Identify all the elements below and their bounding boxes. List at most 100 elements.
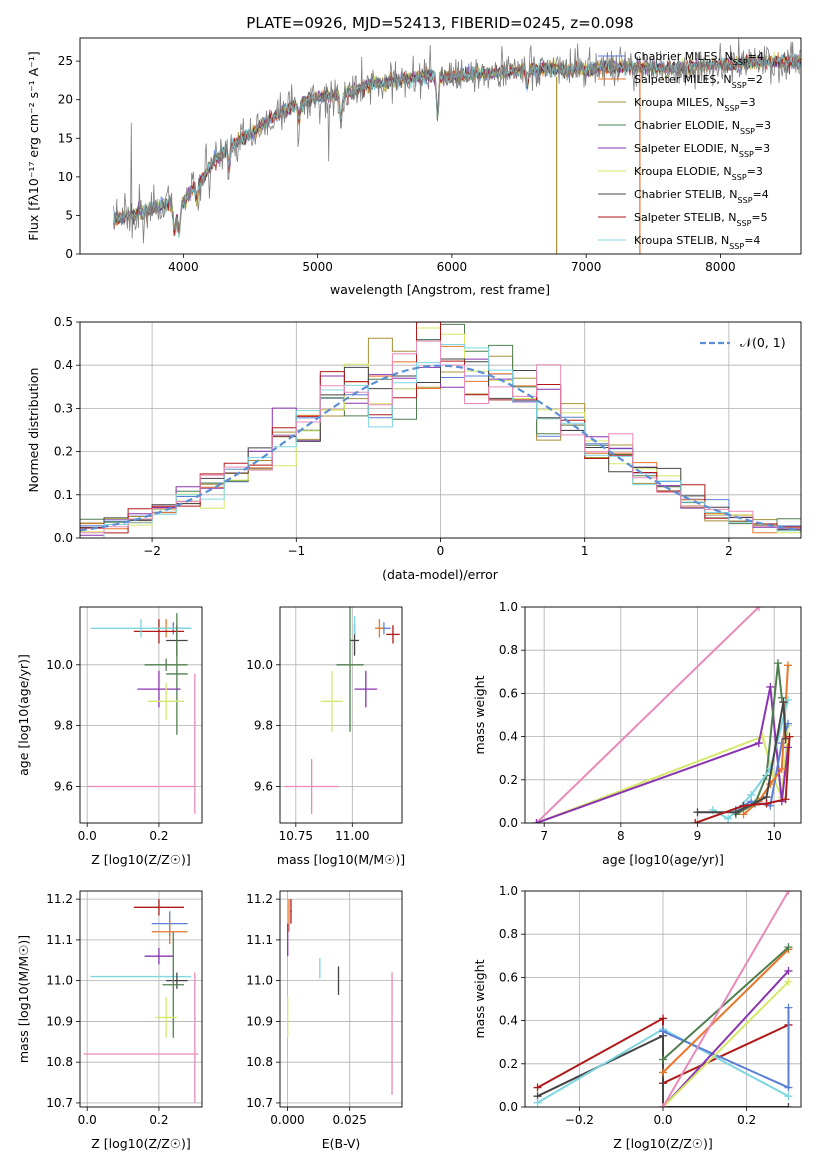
y-tick-label: 11.1 [246,933,273,947]
plus-marker [533,1098,542,1107]
y-tick-label: 0.6 [499,686,518,700]
mass-vs-z-errorbars [83,899,199,1103]
x-tick-label: 5000 [302,260,333,274]
plus-marker [784,977,793,986]
plus-marker [774,659,782,668]
plus-marker [754,607,763,611]
x-tick-label: 0.2 [149,829,168,843]
observed-spectrum-line [113,38,801,244]
age-vs-z-panel: 0.0 0.2 9.6 9.8 10.0 Z [log10(Z/Z☉)] age [lo… [16,606,203,867]
x-tick-label: 10.75 [279,829,313,843]
y-tick-label: 11.0 [46,974,73,988]
x-tick-label: 8000 [705,260,736,274]
legend-label: Chabrier STELIB, NSSP=4 [634,188,769,205]
plus-marker [783,661,792,670]
spectrum-ticks: 4000 5000 6000 7000 8000 0 5 10 15 20 25 [58,54,736,274]
legend-subscript: SSP [738,196,753,205]
massweight-vs-age-panel: 7 8 9 10 0.0 0.2 0.4 0.6 0.8 1.0 age [log10(age/y… [472,600,802,867]
age-vs-mass-xlabel: mass [log10(M/M☉)] [277,852,405,867]
x-tick-label: 8 [617,829,625,843]
massweight-line [662,980,790,1107]
normal-curve [80,364,801,532]
age-vs-mass-grid [280,607,402,823]
x-tick-label: 0.2 [149,1113,168,1127]
legend-label: Salpeter STELIB, NSSP=5 [634,211,768,228]
legend-subscript: SSP [740,127,755,136]
massweight-vs-age-ticks: 7 8 9 10 0.0 0.2 0.4 0.6 0.8 1.0 [499,600,782,843]
y-tick-label: 0.0 [499,816,518,830]
y-tick-label: 0.5 [54,315,73,329]
y-tick-label: 0.4 [54,358,73,372]
plus-marker [691,819,700,823]
spectrum-xlabel: wavelength [Angstrom, rest frame] [330,282,550,297]
plus-marker [724,814,733,823]
mass-vs-ebv-errorbars [287,899,393,1095]
massweight-vs-z-lines [533,891,793,1107]
x-tick-label: 0.025 [333,1113,367,1127]
massweight-vs-age-ylabel: mass weight [472,675,487,754]
y-tick-label: 0.0 [499,1100,518,1114]
x-tick-label: 0.0 [78,1113,97,1127]
x-tick-label: −2 [143,544,161,558]
mass-vs-ebv-panel: 0.000 0.025 10.7 10.8 10.9 11.0 11.1 11.2 E(B-V… [246,890,403,1151]
massweight-vs-z-panel: −0.2 0.0 0.2 0.0 0.2 0.4 0.6 0.8 1.0 Z [log10(Z/… [472,884,802,1151]
plus-marker [766,780,775,789]
x-tick-label: 1 [581,544,589,558]
y-tick-label: 9.8 [54,719,73,733]
plus-marker [784,966,793,975]
spectrum-ylabel: Flux [fλ10⁻¹⁷ erg cm⁻² s⁻¹ A⁻¹] [26,51,41,240]
plus-marker [784,1092,793,1101]
plus-marker [785,732,794,741]
massweight-vs-age-frame [524,606,802,824]
y-tick-label: 10 [58,170,73,184]
age-vs-mass-frame [279,606,403,824]
age-vs-z-grid [80,607,202,823]
x-tick-label: −1 [287,544,305,558]
plus-marker [731,808,740,817]
mass-vs-z-panel: 0.0 0.2 10.7 10.8 10.9 11.0 11.1 11.2 Z [log10(… [16,890,203,1151]
legend-label: Chabrier MILES, NSSP=4 [634,50,764,67]
age-vs-mass-errorbars [284,607,400,814]
massweight-vs-z-ylabel: mass weight [472,959,487,1038]
massweight-line [662,891,790,1107]
mass-vs-z-xlabel: Z [log10(Z/Z☉)] [91,1136,191,1151]
plus-marker [777,765,786,773]
y-tick-label: 0.0 [54,531,73,545]
x-tick-label: −0.2 [565,1113,594,1127]
y-tick-label: 0.6 [499,970,518,984]
massweight-line [662,946,790,1061]
age-vs-z-ylabel: age [log10(age/yr)] [16,654,31,776]
residuals-legend: 𝒩(0, 1) [700,335,786,350]
mass-vs-z-ylabel: mass [log10(M/M☉)] [16,935,31,1063]
y-tick-label: 0.2 [54,445,73,459]
legend-label: Chabrier ELODIE, NSSP=3 [634,119,771,136]
y-tick-label: 0.4 [499,730,518,744]
plus-marker [784,891,793,895]
y-tick-label: 11.2 [246,892,273,906]
plus-marker [784,1003,793,1012]
x-tick-label: 7 [540,829,548,843]
y-tick-label: 0.2 [499,1057,518,1071]
plus-marker [777,739,786,748]
y-tick-label: 10.9 [46,1014,73,1028]
age-vs-z-ticks: 0.0 0.2 9.6 9.8 10.0 [46,658,168,843]
plus-marker [783,695,792,704]
x-tick-label: 10 [767,829,782,843]
spectrum-title: PLATE=0926, MJD=52413, FIBERID=0245, z=0… [246,14,633,32]
mass-vs-ebv-xlabel: E(B-V) [322,1136,361,1151]
x-tick-label: 0 [437,544,445,558]
y-tick-label: 0 [65,247,73,261]
residuals-xlabel: (data-model)/error [382,567,499,582]
legend-subscript: SSP [729,242,744,251]
age-vs-mass-panel: 10.75 11.00 9.6 9.8 10.0 mass [log10(M/M☉)] [246,606,405,867]
massweight-vs-z-xlabel: Z [log10(Z/Z☉)] [613,1136,713,1151]
plus-marker [739,810,748,819]
y-tick-label: 10.7 [46,1096,73,1110]
x-tick-label: 4000 [168,260,199,274]
mass-vs-z-frame [79,890,203,1108]
spectrum-lines [113,38,801,254]
y-tick-label: 10.8 [246,1055,273,1069]
legend-label: Kroupa ELODIE, NSSP=3 [634,165,763,182]
residuals-panel: −2 −1 0 1 2 0.0 0.1 0.2 0.3 0.4 0.5 (data-model)/e… [26,315,802,582]
y-tick-label: 9.8 [254,719,273,733]
